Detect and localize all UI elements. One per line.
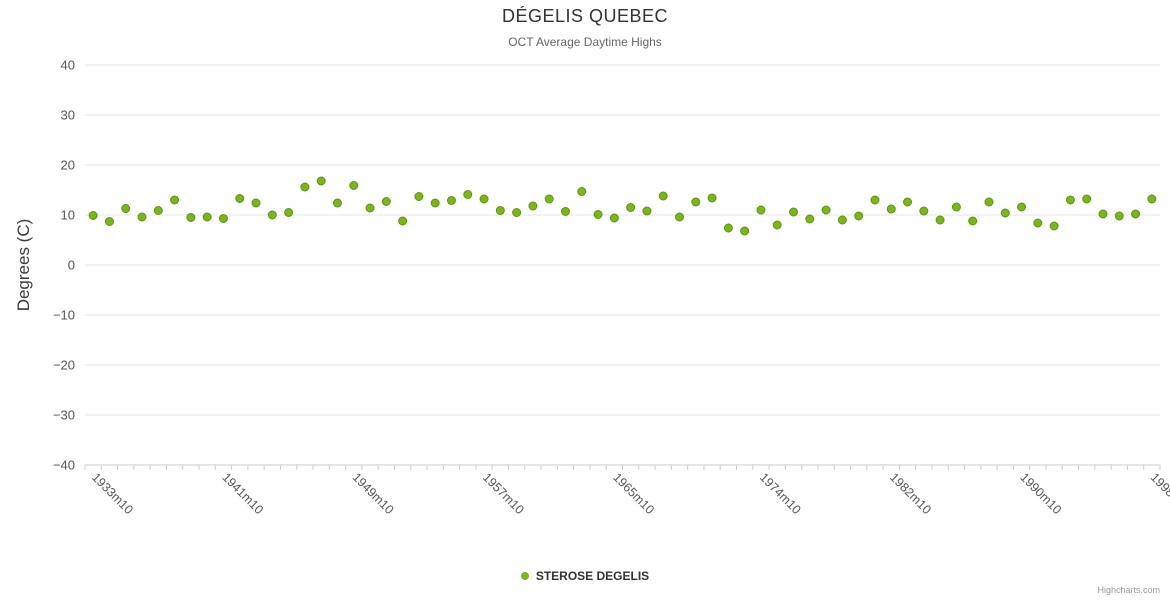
data-point[interactable] [1131, 209, 1141, 219]
data-point[interactable] [789, 207, 799, 217]
data-point[interactable] [723, 223, 733, 233]
data-point[interactable] [1147, 194, 1157, 204]
data-point[interactable] [626, 203, 636, 212]
data-point[interactable] [691, 197, 701, 207]
data-point[interactable] [968, 216, 978, 226]
data-point[interactable] [186, 213, 196, 222]
data-point[interactable] [137, 212, 147, 222]
data-point[interactable] [821, 205, 831, 215]
data-point[interactable] [284, 208, 294, 217]
chart-title: DÉGELIS QUEBEC [501, 6, 669, 26]
data-point[interactable] [903, 197, 913, 207]
y-axis-label: −20 [53, 358, 75, 373]
data-point[interactable] [235, 194, 245, 203]
y-axis-title: Degrees (C) [14, 218, 33, 312]
data-point[interactable] [951, 202, 961, 212]
legend: STEROSE DEGELIS [0, 569, 1170, 583]
data-point[interactable] [349, 181, 359, 190]
data-point[interactable] [463, 190, 473, 199]
data-point[interactable] [512, 208, 522, 217]
data-point[interactable] [756, 205, 766, 215]
legend-marker-icon [520, 572, 529, 580]
legend-label: STEROSE DEGELIS [535, 569, 650, 583]
data-point[interactable] [560, 207, 570, 216]
x-axis-label: 1982m10 [887, 470, 934, 517]
data-point[interactable] [104, 217, 114, 226]
data-point[interactable] [332, 198, 342, 208]
data-point[interactable] [854, 211, 864, 221]
data-point[interactable] [675, 212, 685, 222]
data-point[interactable] [919, 206, 929, 216]
data-point[interactable] [528, 201, 538, 211]
data-point[interactable] [805, 214, 815, 224]
data-point[interactable] [772, 220, 782, 230]
x-axis-label: 1965m10 [610, 470, 657, 517]
data-point[interactable] [414, 192, 424, 201]
data-point[interactable] [886, 204, 896, 214]
data-point[interactable] [398, 216, 408, 226]
data-point[interactable] [365, 203, 375, 213]
data-point[interactable] [1049, 221, 1059, 231]
data-point[interactable] [495, 206, 505, 215]
y-axis-label: 10 [61, 208, 75, 223]
y-axis-label: −10 [53, 308, 75, 323]
data-point[interactable] [218, 214, 228, 223]
data-point[interactable] [121, 204, 131, 213]
data-point[interactable] [642, 206, 652, 216]
data-point[interactable] [870, 195, 880, 205]
data-point[interactable] [446, 196, 456, 205]
y-axis-label: −30 [53, 408, 75, 423]
data-point[interactable] [381, 197, 391, 206]
data-point[interactable] [88, 211, 98, 220]
data-point[interactable] [153, 206, 163, 215]
y-axis-label: −40 [53, 458, 75, 473]
legend-item-sterose-degelis[interactable]: STEROSE DEGELIS [520, 569, 650, 583]
data-point[interactable] [1098, 209, 1108, 219]
data-point[interactable] [479, 194, 489, 204]
data-point[interactable] [300, 182, 310, 192]
data-point[interactable] [251, 198, 261, 208]
data-point[interactable] [837, 215, 847, 225]
data-point[interactable] [609, 213, 619, 223]
data-point[interactable] [1082, 194, 1092, 204]
y-axis-label: 0 [68, 258, 75, 273]
y-axis-label: 20 [61, 158, 75, 173]
data-point[interactable] [430, 198, 440, 208]
data-point[interactable] [707, 193, 717, 203]
data-point[interactable] [577, 187, 587, 196]
data-point[interactable] [316, 176, 326, 186]
y-axis-label: 30 [61, 108, 75, 123]
x-axis-label: 1998m10 [1148, 470, 1170, 517]
highcharts-credits-link[interactable]: Highcharts.com [1097, 585, 1160, 595]
chart-subtitle: OCT Average Daytime Highs [508, 35, 662, 49]
x-axis-label: 1974m10 [757, 470, 804, 517]
data-point[interactable] [544, 194, 554, 204]
data-point[interactable] [1114, 211, 1124, 221]
data-point[interactable] [1017, 202, 1027, 212]
data-point[interactable] [1033, 218, 1043, 228]
data-point[interactable] [658, 191, 668, 201]
x-axis-label: 1957m10 [480, 470, 527, 517]
data-point[interactable] [593, 210, 603, 219]
x-axis-label: 1941m10 [219, 470, 266, 517]
x-axis-label: 1949m10 [350, 470, 397, 517]
data-point[interactable] [170, 195, 180, 205]
data-point[interactable] [935, 215, 945, 225]
x-axis-label: 1990m10 [1017, 470, 1064, 517]
data-point[interactable] [984, 197, 994, 207]
data-point[interactable] [740, 226, 750, 236]
data-point[interactable] [202, 212, 212, 222]
y-axis-label: 40 [61, 58, 75, 73]
data-point[interactable] [267, 210, 277, 220]
data-point[interactable] [1000, 208, 1010, 218]
x-axis-label: 1933m10 [89, 470, 136, 517]
data-point[interactable] [1065, 195, 1075, 205]
